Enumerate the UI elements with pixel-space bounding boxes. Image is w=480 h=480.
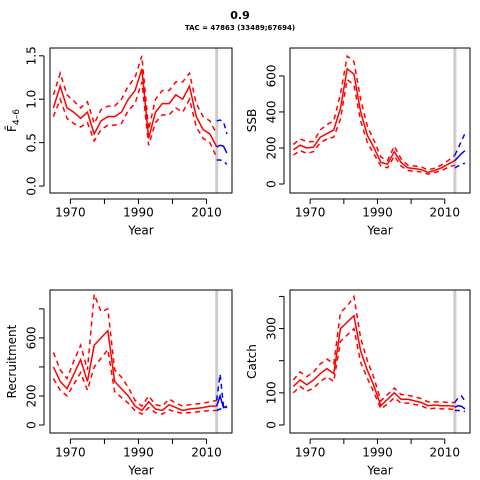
estimate-line <box>52 68 218 148</box>
x-tick-label: 1970 <box>55 446 86 460</box>
y-axis-title-subscript: 4–6 <box>12 109 22 125</box>
band-line <box>52 347 217 416</box>
band-line <box>52 81 218 158</box>
y-axis-title-main: SSB <box>245 109 259 132</box>
x-tick-label: 1990 <box>362 446 393 460</box>
band-line <box>52 294 217 408</box>
x-tick-label: 1990 <box>123 446 154 460</box>
band-line <box>292 54 456 171</box>
x-axis-title: Year <box>366 464 392 478</box>
band-line <box>216 119 228 135</box>
y-tick-label: 100 <box>265 381 279 404</box>
y-tick-label: 1.0 <box>25 90 39 109</box>
x-axis-title: Year <box>127 224 153 238</box>
y-tick-label: 0.0 <box>25 177 39 196</box>
y-tick-label: 0.5 <box>25 133 39 152</box>
plot-frame <box>49 289 233 434</box>
x-tick-label: 2010 <box>429 446 460 460</box>
y-axis-title-main: Recruitment <box>5 324 19 398</box>
band-line <box>216 159 228 165</box>
x-tick-label: 2010 <box>429 206 460 220</box>
estimate-line <box>52 328 217 412</box>
band-line <box>454 133 466 156</box>
plot-frame <box>289 47 471 194</box>
x-tick-label: 2010 <box>191 446 222 460</box>
x-tick-label: 1990 <box>362 206 393 220</box>
estimate-line <box>215 393 228 409</box>
figure-subtitle: TAC = 47863 (33489;67694) <box>185 24 295 32</box>
band-line <box>454 395 466 403</box>
y-tick-label: 0 <box>265 180 279 188</box>
y-axis-title: Recruitment <box>5 324 19 398</box>
estimate-line <box>454 150 466 162</box>
y-tick-label: 300 <box>265 317 279 340</box>
y-tick-label: 200 <box>25 385 39 408</box>
plot-frame <box>289 289 471 434</box>
estimate-line <box>216 144 228 154</box>
y-tick-label: 200 <box>265 137 279 160</box>
y-tick-label: 600 <box>25 326 39 349</box>
estimate-line <box>292 314 455 408</box>
estimate-line <box>454 404 466 410</box>
figure-title: 0.9 <box>230 9 250 22</box>
y-axis-title-main: F̄ <box>4 125 18 132</box>
x-tick-label: 1990 <box>123 206 154 220</box>
x-tick-label: 1970 <box>55 206 86 220</box>
y-tick-label: 400 <box>265 100 279 123</box>
x-tick-label: 2010 <box>191 206 222 220</box>
y-tick-label: 1.5 <box>25 46 39 65</box>
y-axis-title: SSB <box>245 109 259 132</box>
estimate-line <box>292 67 456 174</box>
y-axis-title-main: Catch <box>245 344 259 379</box>
x-axis-title: Year <box>127 464 153 478</box>
y-tick-label: 0 <box>25 421 39 429</box>
band-line <box>454 409 466 413</box>
band-line <box>292 78 456 175</box>
band-line <box>454 162 466 169</box>
x-tick-label: 1970 <box>295 206 326 220</box>
y-axis-title: F̄4–6 <box>4 109 21 132</box>
y-tick-label: 600 <box>265 64 279 87</box>
band-line <box>292 294 455 404</box>
x-axis-title: Year <box>366 224 392 238</box>
x-tick-label: 1970 <box>295 446 326 460</box>
y-tick-label: 0 <box>265 421 279 429</box>
band-line <box>216 406 228 412</box>
band-line <box>52 55 218 135</box>
plot-frame <box>49 47 233 194</box>
band-line <box>215 374 227 407</box>
y-axis-title: Catch <box>245 344 259 379</box>
